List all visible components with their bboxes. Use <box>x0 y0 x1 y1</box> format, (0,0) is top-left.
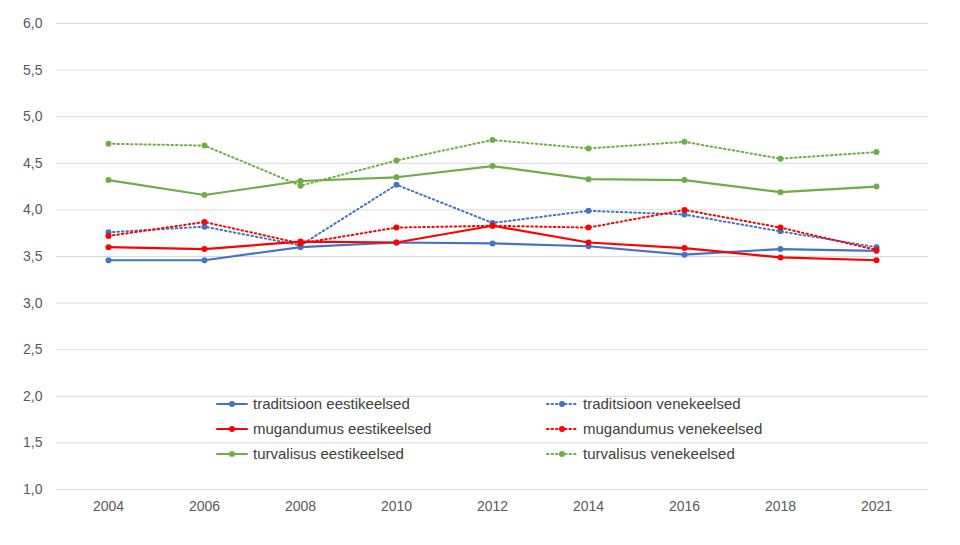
svg-text:2,0: 2,0 <box>23 388 43 404</box>
html-text:turvalisus venekeelsed: turvalisus venekeelsed <box>583 445 735 462</box>
html-text:traditsioon eestikeelsed: traditsioon eestikeelsed <box>253 395 410 412</box>
svg-text:2008: 2008 <box>285 498 316 514</box>
html-text:mugandumus venekeelsed: mugandumus venekeelsed <box>583 420 763 437</box>
html-text:mugandumus eestikeelsed: mugandumus eestikeelsed <box>253 420 432 437</box>
svg-text:2010: 2010 <box>381 498 412 514</box>
svg-text:3,5: 3,5 <box>23 248 43 264</box>
svg-text:5,5: 5,5 <box>23 62 43 78</box>
svg-text:2006: 2006 <box>189 498 220 514</box>
svg-text:2018: 2018 <box>765 498 796 514</box>
svg-text:2016: 2016 <box>669 498 700 514</box>
svg-text:2,5: 2,5 <box>23 341 43 357</box>
svg-text:2004: 2004 <box>93 498 124 514</box>
svg-text:1,0: 1,0 <box>23 481 43 497</box>
svg-text:1,5: 1,5 <box>23 434 43 450</box>
html-text:turvalisus eestikeelsed: turvalisus eestikeelsed <box>253 445 404 462</box>
svg-text:2021: 2021 <box>861 498 892 514</box>
svg-text:2014: 2014 <box>573 498 604 514</box>
svg-text:4,5: 4,5 <box>23 155 43 171</box>
svg-text:2012: 2012 <box>477 498 508 514</box>
html-text:traditsioon venekeelsed: traditsioon venekeelsed <box>583 395 741 412</box>
svg-text:5,0: 5,0 <box>23 108 43 124</box>
svg-text:4,0: 4,0 <box>23 201 43 217</box>
svg-text:3,0: 3,0 <box>23 295 43 311</box>
svg-text:6,0: 6,0 <box>23 15 43 31</box>
